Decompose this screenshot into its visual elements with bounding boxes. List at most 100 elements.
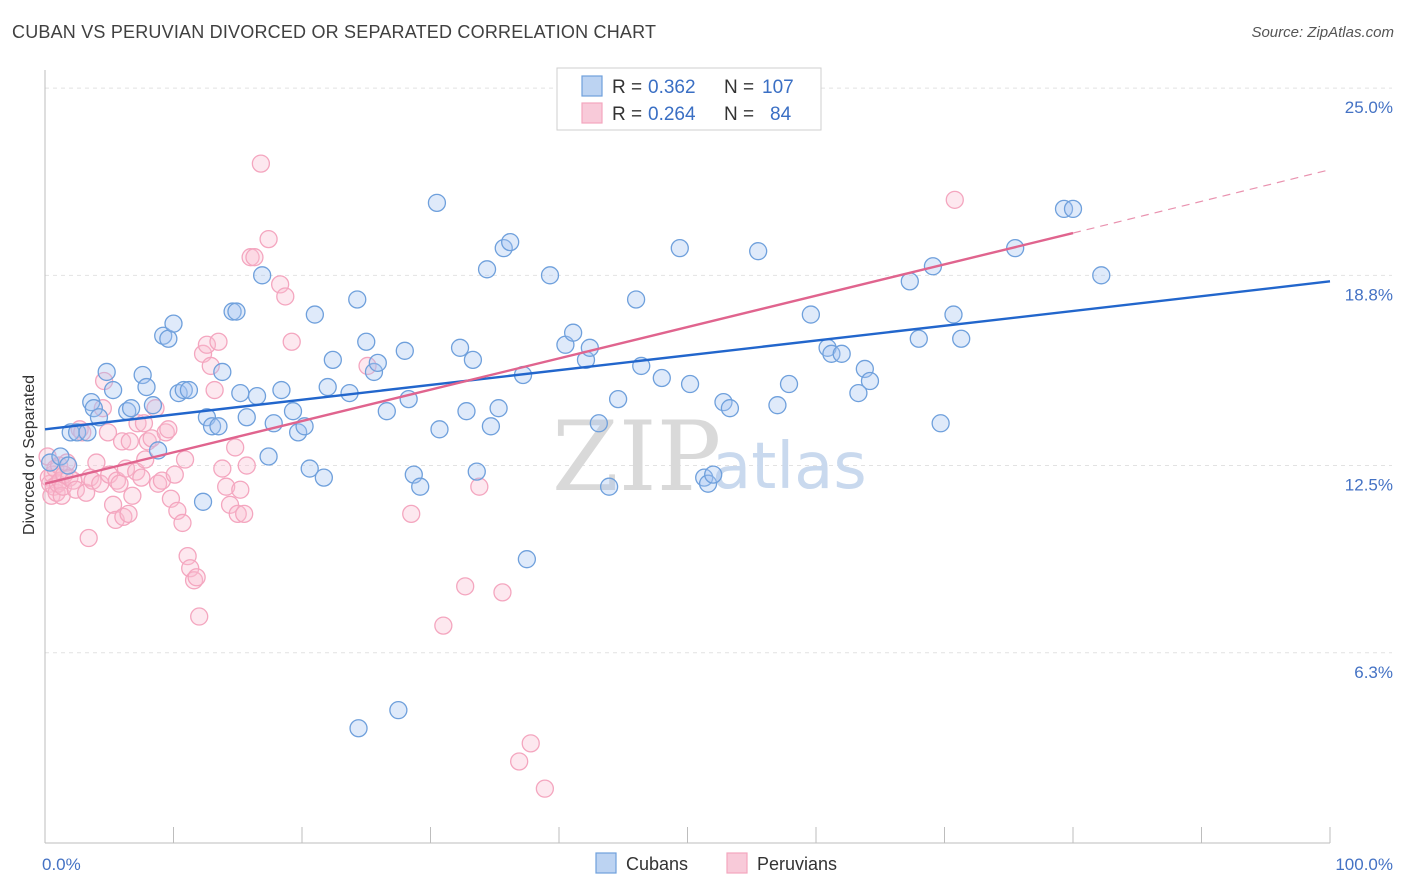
cubans-point-31 (237, 408, 256, 427)
peruvians-point-70 (226, 438, 245, 457)
cubans-point-41 (305, 305, 325, 324)
y-tick-label-3: 6.3% (1354, 663, 1393, 682)
cubans-point-83 (704, 465, 723, 484)
cubans-point-95 (860, 371, 880, 391)
cubans-point-32 (247, 386, 267, 406)
peruvians-points (38, 154, 964, 798)
legend-box: R = 0.362 N = 107 R = 0.264 N = 84 (556, 67, 822, 131)
cubans-point-44 (323, 350, 342, 370)
cubans-point-40 (300, 459, 319, 478)
cubans-point-25 (202, 417, 222, 436)
peruvians-point-72 (231, 480, 250, 499)
cubans-trend-line (44, 280, 1331, 431)
bottom-legend-swatch-cubans (595, 852, 617, 874)
peruvians-point-83 (402, 504, 421, 524)
peruvians-point-38 (120, 432, 139, 451)
cubans-point-36 (272, 380, 291, 400)
peruvians-point-61 (190, 607, 209, 626)
cubans-point-4 (67, 423, 87, 442)
peruvians-point-85 (456, 577, 475, 596)
cubans-point-60 (467, 462, 486, 481)
peruvians-point-76 (245, 248, 264, 267)
peruvians-trend-extension (1072, 169, 1331, 234)
peruvians-point-88 (510, 752, 529, 771)
cubans-point-27 (213, 362, 232, 382)
peruvians-point-78 (259, 229, 278, 249)
cubans-point-5 (78, 423, 97, 442)
bottom-legend: Cubans Peruvians (595, 852, 837, 874)
cubans-point-91 (822, 344, 841, 363)
cubans-point-19 (164, 314, 183, 333)
trend-lines (44, 169, 1331, 485)
cubans-point-29 (227, 302, 246, 321)
cubans-point-59 (463, 350, 483, 370)
peruvians-point-53 (165, 465, 184, 484)
cubans-point-21 (174, 380, 193, 400)
peruvians-point-73 (235, 504, 254, 524)
legend-n-value-cubans: 107 (762, 77, 794, 98)
legend-n-label-peruvians: N = (724, 104, 754, 125)
peruvians-point-32 (107, 471, 127, 490)
watermark-zip: ZIP (552, 401, 721, 513)
cubans-point-80 (680, 374, 700, 394)
cubans-point-99 (931, 414, 950, 433)
cubans-point-34 (259, 447, 278, 466)
cubans-point-62 (481, 417, 501, 436)
legend-swatch-peruvians (581, 102, 603, 124)
cubans-point-87 (768, 396, 787, 415)
cubans-point-78 (652, 368, 671, 388)
peruvians-point-71 (228, 504, 247, 524)
cubans-point-56 (430, 420, 449, 439)
cubans-point-79 (670, 239, 689, 258)
bottom-legend-label-peruvians: Peruvians (757, 854, 837, 874)
peruvians-point-63 (197, 335, 217, 354)
peruvians-point-86 (470, 477, 489, 496)
peruvians-point-87 (493, 583, 512, 602)
peruvians-point-21 (79, 528, 98, 548)
legend-r-label-peruvians: R = (612, 104, 642, 125)
cubans-point-63 (489, 399, 508, 418)
peruvians-point-91 (945, 190, 964, 209)
cubans-point-72 (580, 338, 599, 357)
peruvians-point-81 (282, 332, 301, 351)
peruvians-point-84 (434, 616, 453, 635)
peruvians-point-33 (110, 474, 129, 493)
cubans-point-74 (599, 477, 619, 496)
cubans-point-13 (133, 365, 152, 385)
y-tick-label-0: 25.0% (1345, 98, 1393, 117)
cubans-point-58 (457, 402, 476, 421)
peruvians-point-34 (112, 432, 132, 451)
peruvians-point-35 (114, 507, 133, 527)
cubans-point-26 (209, 417, 228, 436)
peruvians-point-59 (184, 571, 204, 590)
cubans-point-9 (97, 362, 116, 382)
peruvians-point-89 (521, 734, 540, 753)
cubans-point-85 (720, 399, 740, 418)
peruvians-point-77 (251, 154, 271, 173)
peruvians-point-37 (119, 504, 138, 524)
x-tick-label-max: 100.0% (1335, 855, 1393, 874)
peruvians-point-60 (187, 568, 206, 587)
peruvians-point-51 (159, 420, 178, 439)
cubans-point-22 (179, 380, 199, 400)
cubans-point-89 (801, 305, 821, 324)
cubans-point-37 (283, 402, 303, 421)
cubans-point-107 (349, 719, 368, 738)
cubans-point-61 (477, 260, 497, 279)
cubans-point-18 (159, 329, 178, 348)
cubans-point-92 (832, 344, 851, 363)
cubans-point-86 (749, 242, 768, 261)
cubans-point-12 (121, 399, 141, 418)
y-axis-label: Divorced or Separated (21, 375, 38, 535)
cubans-point-54 (411, 477, 430, 496)
cubans-point-20 (169, 383, 188, 403)
cubans-point-104 (1063, 199, 1083, 219)
peruvians-point-64 (201, 356, 220, 376)
source-label: Source: ZipAtlas.com (1251, 24, 1394, 41)
cubans-point-82 (698, 474, 718, 493)
peruvians-point-42 (132, 468, 151, 487)
peruvians-point-58 (181, 559, 200, 578)
cubans-point-101 (952, 329, 971, 348)
peruvians-point-17 (66, 480, 85, 499)
peruvians-point-74 (237, 456, 256, 475)
